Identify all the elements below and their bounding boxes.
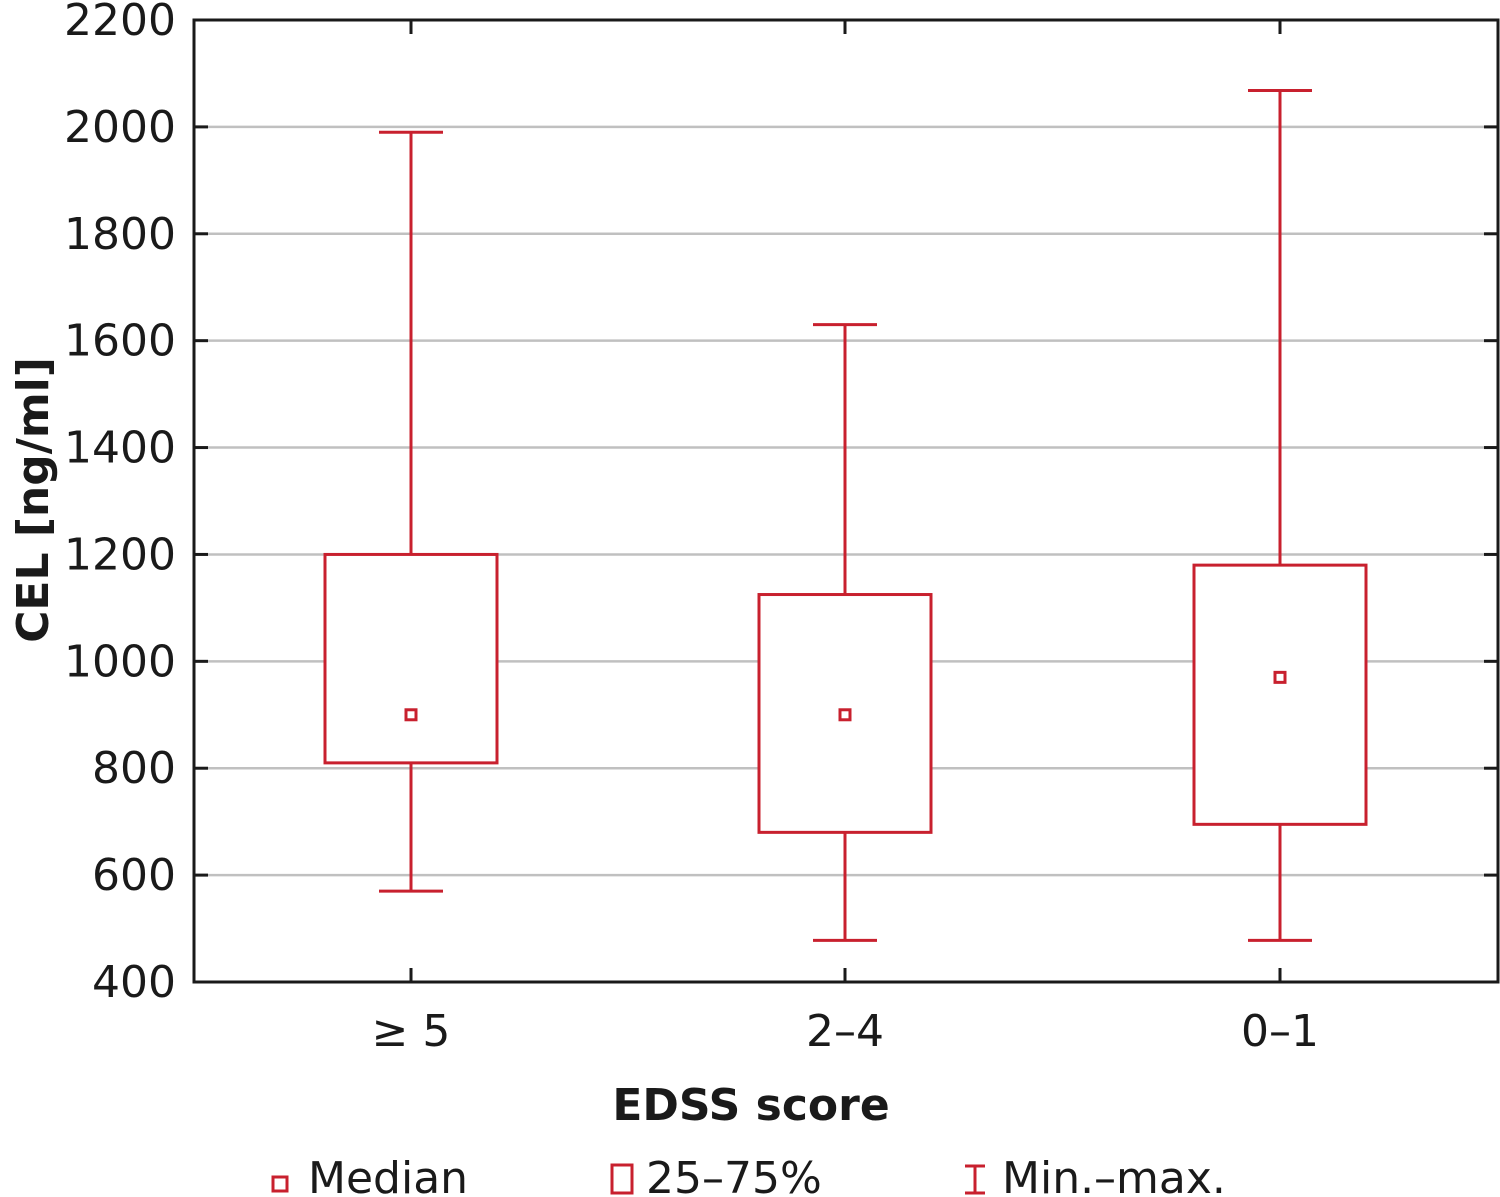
axis-ticks bbox=[194, 18, 1498, 984]
legend-box-label: 25–75% bbox=[646, 1153, 822, 1197]
y-tick-label: 600 bbox=[92, 850, 176, 901]
y-axis-title: CEL [ng/ml] bbox=[8, 357, 59, 643]
median-marker bbox=[1273, 670, 1287, 684]
box-group bbox=[757, 323, 933, 942]
legend-box-swatch bbox=[610, 1163, 634, 1195]
iqr-box bbox=[1192, 563, 1368, 826]
legend-whisker-swatch bbox=[965, 1164, 985, 1195]
boxes bbox=[323, 89, 1368, 942]
x-tick-labels: ≥ 5 2–4 0–1 bbox=[372, 1006, 1319, 1057]
x-tick-label: 2–4 bbox=[806, 1006, 884, 1057]
legend: Median 25–75% Min.–max. bbox=[271, 1153, 1226, 1197]
median-marker bbox=[838, 708, 852, 722]
y-tick-labels: 400 600 800 1000 1200 1400 1600 1800 2000 2200 bbox=[64, 0, 176, 1008]
y-tick-label: 1400 bbox=[64, 423, 176, 474]
y-tick-label: 2200 bbox=[64, 0, 176, 46]
y-tick-label: 1600 bbox=[64, 316, 176, 367]
y-tick-label: 2000 bbox=[64, 102, 176, 153]
legend-median-swatch bbox=[271, 1175, 289, 1193]
y-tick-label: 400 bbox=[92, 957, 176, 1008]
y-tick-label: 1200 bbox=[64, 529, 176, 580]
x-axis-title: EDSS score bbox=[612, 1080, 889, 1131]
x-tick-label: 0–1 bbox=[1241, 1006, 1319, 1057]
y-tick-label: 800 bbox=[92, 743, 176, 794]
iqr-box bbox=[323, 552, 499, 765]
median-marker bbox=[404, 708, 418, 722]
legend-median-label: Median bbox=[308, 1153, 468, 1197]
legend-whisker-label: Min.–max. bbox=[1002, 1153, 1226, 1197]
y-tick-label: 1000 bbox=[64, 636, 176, 687]
box-group bbox=[323, 130, 499, 893]
x-tick-label: ≥ 5 bbox=[372, 1006, 451, 1057]
y-tick-label: 1800 bbox=[64, 209, 176, 260]
box-group bbox=[1192, 89, 1368, 942]
